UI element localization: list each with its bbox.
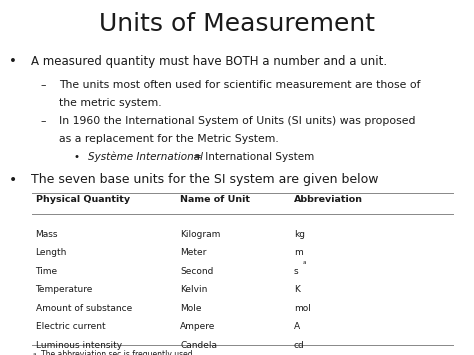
Text: Ampere: Ampere — [180, 322, 216, 331]
Text: Electric current: Electric current — [36, 322, 105, 331]
Text: Second: Second — [180, 267, 213, 276]
Text: Length: Length — [36, 248, 67, 257]
Text: The units most often used for scientific measurement are those of: The units most often used for scientific… — [59, 80, 421, 90]
Text: Kilogram: Kilogram — [180, 230, 220, 239]
Text: •: • — [9, 55, 17, 68]
Text: a: a — [32, 352, 36, 355]
Text: Luminous intensity: Luminous intensity — [36, 340, 122, 350]
Text: Mass: Mass — [36, 230, 58, 239]
Text: m: m — [294, 248, 302, 257]
Text: The abbreviation sec is frequently used.: The abbreviation sec is frequently used. — [41, 350, 195, 355]
Text: the metric system.: the metric system. — [59, 98, 162, 108]
Text: Physical Quantity: Physical Quantity — [36, 195, 130, 204]
Text: Temperature: Temperature — [36, 285, 93, 294]
Text: The seven base units for the SI system are given below: The seven base units for the SI system a… — [31, 173, 378, 186]
Text: In 1960 the International System of Units (SI units) was proposed: In 1960 the International System of Unit… — [59, 116, 416, 126]
Text: mol: mol — [294, 304, 311, 313]
Text: A measured quantity must have BOTH a number and a unit.: A measured quantity must have BOTH a num… — [31, 55, 387, 68]
Text: Name of Unit: Name of Unit — [180, 195, 250, 204]
Text: Time: Time — [36, 267, 58, 276]
Text: •: • — [9, 173, 17, 187]
Text: as a replacement for the Metric System.: as a replacement for the Metric System. — [59, 134, 279, 144]
Text: Amount of substance: Amount of substance — [36, 304, 132, 313]
Text: Meter: Meter — [180, 248, 207, 257]
Text: Système International: Système International — [88, 152, 203, 163]
Text: Kelvin: Kelvin — [180, 285, 208, 294]
Text: a: a — [302, 260, 306, 265]
Text: –: – — [40, 116, 46, 126]
Text: Abbreviation: Abbreviation — [294, 195, 363, 204]
Text: K: K — [294, 285, 300, 294]
Text: –: – — [40, 80, 46, 90]
Text: A: A — [294, 322, 300, 331]
Text: Candela: Candela — [180, 340, 217, 350]
Text: cd: cd — [294, 340, 305, 350]
Text: kg: kg — [294, 230, 305, 239]
Text: Mole: Mole — [180, 304, 201, 313]
Text: s: s — [294, 267, 299, 276]
Text: Units of Measurement: Units of Measurement — [99, 12, 375, 37]
Text: = International System: = International System — [190, 152, 314, 162]
Text: •: • — [73, 152, 80, 162]
